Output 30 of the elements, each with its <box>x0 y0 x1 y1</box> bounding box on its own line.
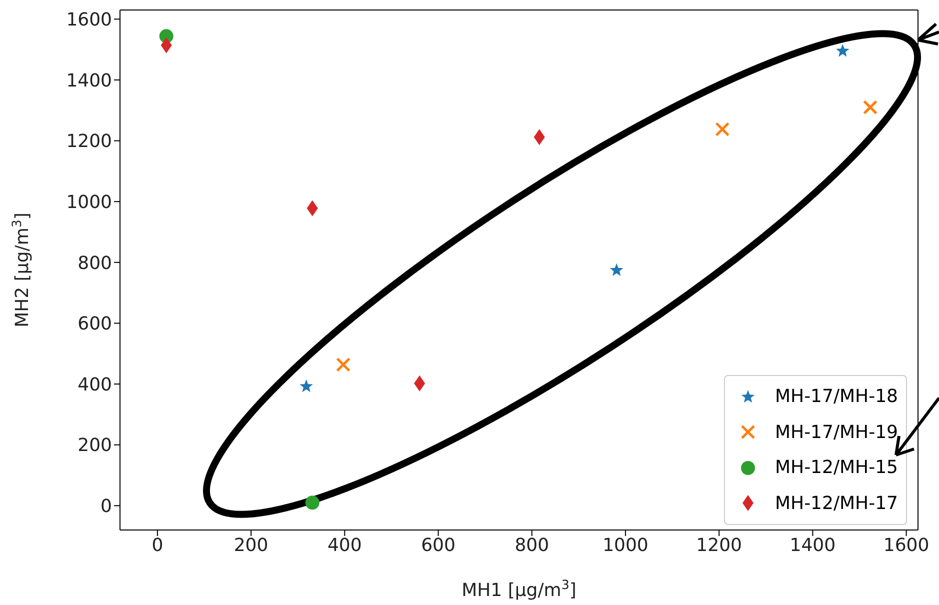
legend-label: MH-12/MH-15 <box>775 457 898 478</box>
y-tick-label: 400 <box>78 374 112 396</box>
x-tick-label: 1400 <box>790 534 836 556</box>
legend-label: MH-17/MH-19 <box>775 422 898 443</box>
y-tick-label: 1000 <box>66 192 112 213</box>
point <box>610 263 624 276</box>
y-tick-label: 800 <box>78 252 112 274</box>
x-tick-label: 1600 <box>883 534 930 556</box>
point <box>863 100 878 115</box>
y-tick-label: 200 <box>78 435 112 456</box>
legend-label: MH-17/MH-18 <box>775 386 898 408</box>
y-tick-label: 1400 <box>66 70 112 92</box>
legend-label: MH-12/MH-17 <box>775 492 898 514</box>
point <box>715 122 730 136</box>
x-tick-label: 1200 <box>696 534 742 556</box>
y-tick-label: 0 <box>100 496 112 518</box>
point <box>300 379 313 392</box>
x-tick-label: 400 <box>327 534 362 556</box>
x-axis-title: MH1 [μg/m$^{3}$] <box>462 576 576 601</box>
point <box>336 357 351 372</box>
x-tick-label: 800 <box>514 534 550 556</box>
point <box>305 496 320 510</box>
x-tick-label: 1000 <box>602 534 648 556</box>
y-tick-label: 1600 <box>66 10 112 31</box>
x-tick-label: 200 <box>234 534 268 556</box>
x-tick-label: 600 <box>421 534 456 556</box>
x-tick-label: 0 <box>152 534 164 556</box>
y-tick-label: 600 <box>78 314 112 335</box>
point <box>836 44 850 57</box>
y-tick-label: 1200 <box>66 131 112 152</box>
